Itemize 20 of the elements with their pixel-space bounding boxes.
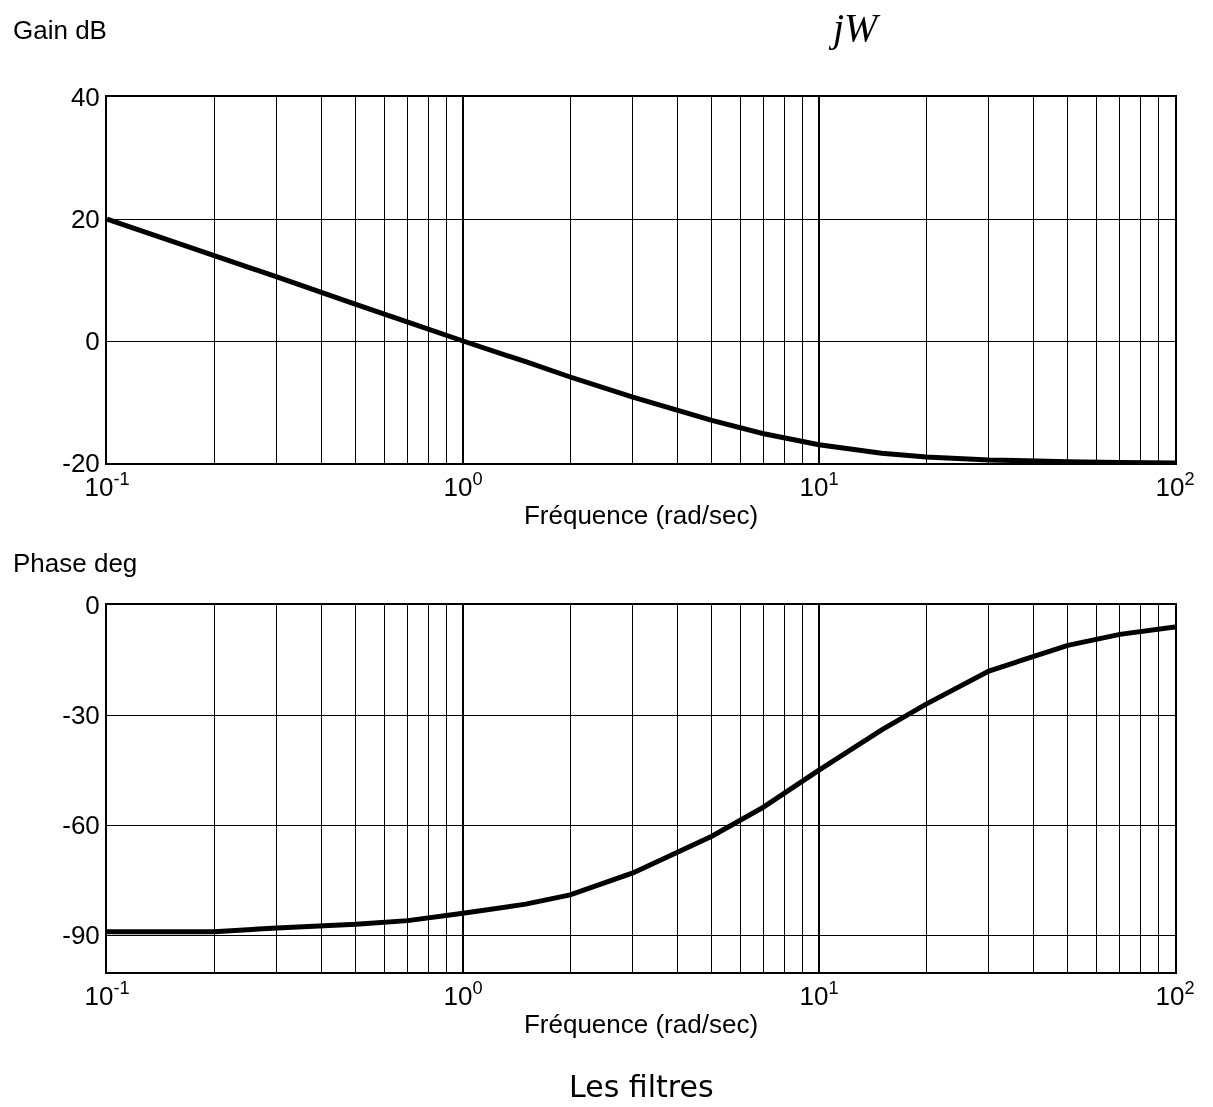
y-tick-label: 20 — [70, 204, 100, 235]
y-tick-label: 0 — [85, 326, 100, 357]
y-tick-label: -60 — [62, 810, 100, 841]
y-axis-title: Phase deg — [13, 548, 138, 578]
x-axis-title: Fréquence (rad/sec) — [523, 1009, 759, 1040]
x-tick-label: 10$^{1}$ — [799, 469, 839, 503]
y-tick-label: 40 — [70, 82, 100, 113]
y-tick-label: 0 — [85, 590, 100, 621]
x-tick-label: 10$^{1}$ — [799, 978, 839, 1012]
text: Les filtres — [569, 1069, 714, 1104]
x-tick-label: 10$^{2}$ — [1155, 978, 1195, 1012]
x-tick-label: 10$^{2}$ — [1155, 469, 1195, 503]
y-tick-label: -90 — [62, 920, 100, 951]
x-tick-label: 10$^{0}$ — [443, 469, 483, 503]
x-axis-title: Fréquence (rad/sec) — [523, 500, 759, 531]
x-tick-label: 10$^{0}$ — [443, 978, 483, 1012]
y-axis-title: Gain dB — [13, 15, 107, 45]
y-tick-label: -30 — [62, 700, 100, 731]
x-tick-label: 10$^{-1}$ — [84, 978, 130, 1012]
text: jW — [828, 5, 882, 50]
